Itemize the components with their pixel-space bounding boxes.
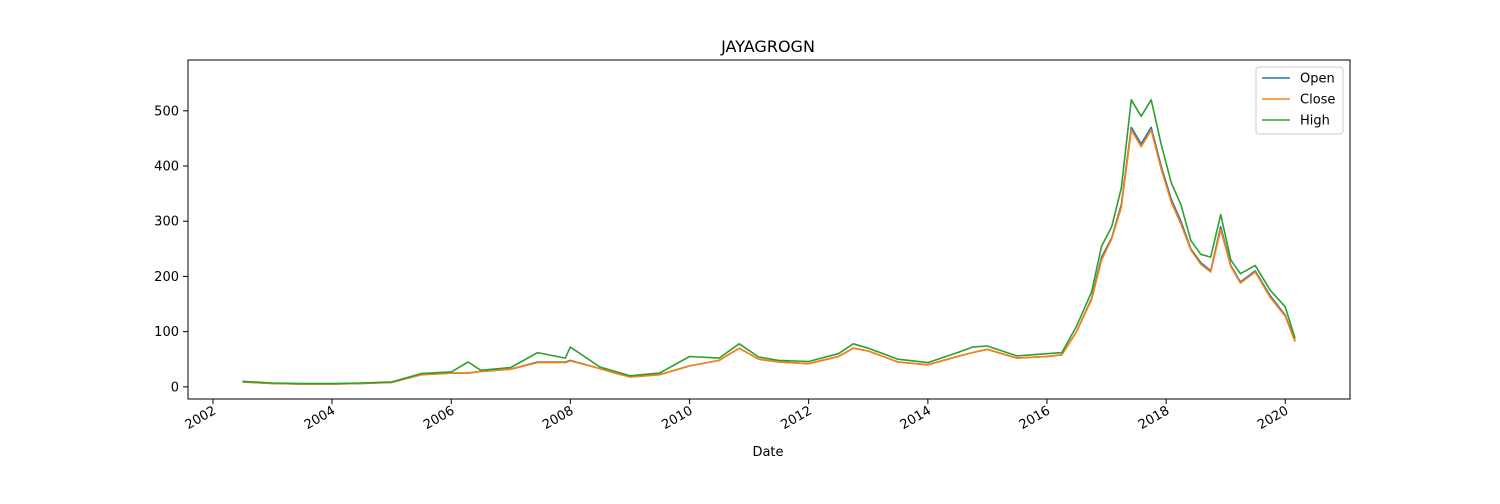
legend: Open Close High [1255, 66, 1344, 135]
series-line-high [242, 99, 1296, 385]
legend-box [1255, 66, 1344, 135]
y-tick-label: 0 [171, 380, 179, 395]
x-tick-label: 2006 [421, 403, 457, 433]
x-tick-label: 2020 [1255, 403, 1291, 433]
x-tick-label: 2010 [659, 403, 695, 433]
series-line-open [242, 126, 1296, 385]
y-tick-label: 500 [154, 104, 179, 119]
legend-label-high: High [1300, 114, 1330, 129]
chart-title: JAYAGROGN [720, 37, 815, 56]
x-tick-label: 2012 [778, 403, 814, 433]
legend-label-close: Close [1300, 93, 1335, 108]
plot-frame [187, 59, 1351, 400]
x-axis-label: Date [752, 445, 783, 460]
legend-label-open: Open [1300, 72, 1335, 87]
x-tick-label: 2002 [183, 403, 219, 433]
series-layer [242, 99, 1296, 385]
x-tick-label: 2008 [540, 403, 576, 433]
y-axis: 0 100 200 300 400 500 [154, 104, 188, 395]
y-tick-label: 400 [154, 160, 179, 175]
y-tick-label: 100 [154, 325, 179, 340]
x-tick-label: 2016 [1017, 403, 1053, 433]
x-tick-label: 2004 [302, 403, 338, 433]
x-tick-label: 2014 [898, 403, 934, 433]
x-tick-label: 2018 [1136, 403, 1172, 433]
y-tick-label: 200 [154, 270, 179, 285]
y-tick-label: 300 [154, 215, 179, 230]
series-line-close [242, 129, 1296, 385]
x-axis: 2002 2004 2006 2008 2010 2012 2014 2016 2018 2020 [183, 399, 1291, 433]
